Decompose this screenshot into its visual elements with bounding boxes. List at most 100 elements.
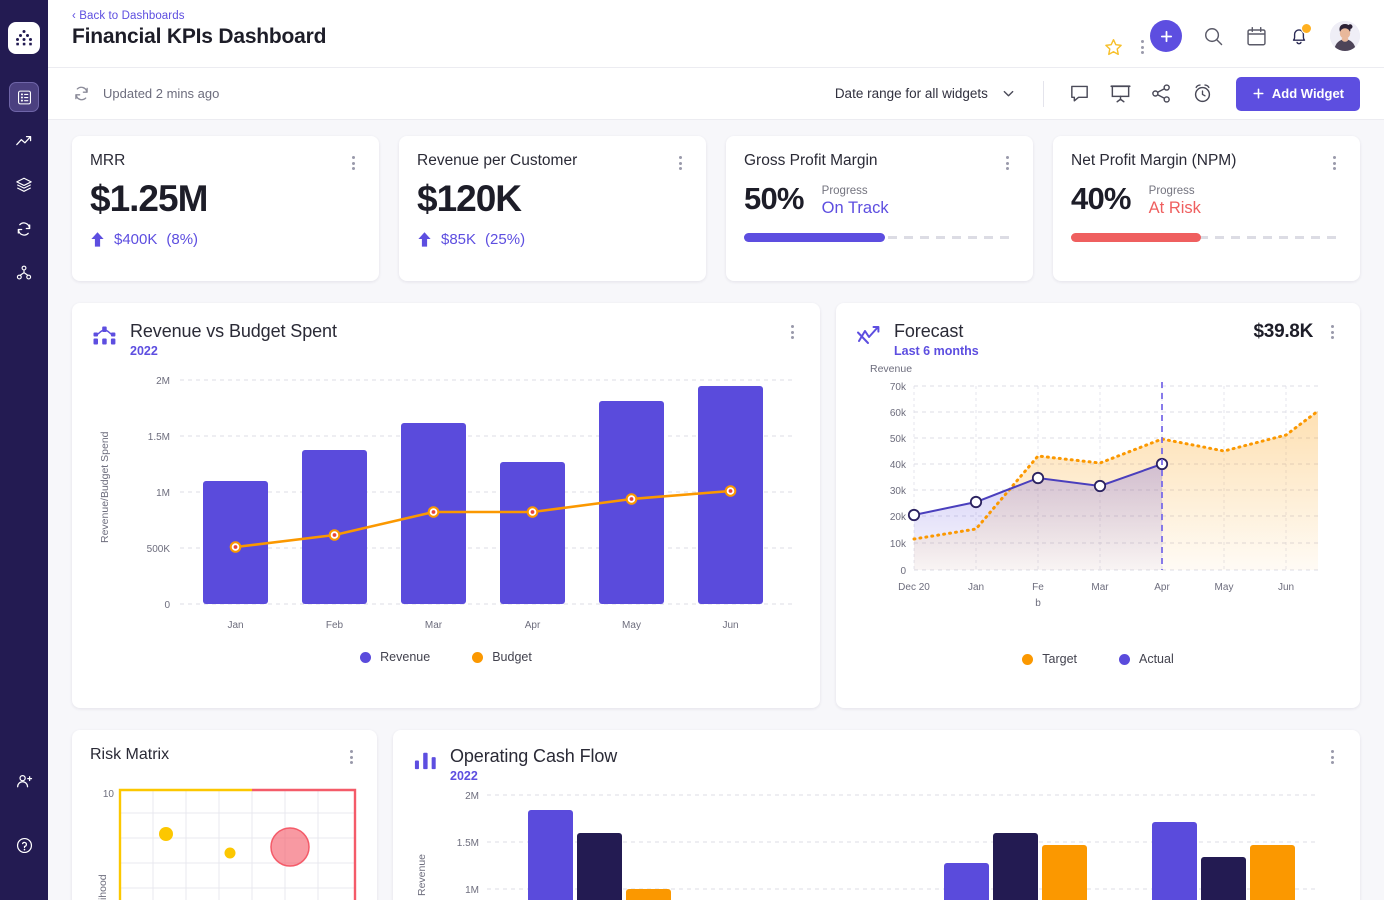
main-area: ‹ Back to Dashboards Financial KPIs Dash… (48, 0, 1384, 900)
kpi-progress-label: Progress (1148, 185, 1195, 197)
y-tick: 70k (890, 382, 907, 393)
sidebar-item-help[interactable] (9, 830, 39, 860)
legend-label: Revenue (380, 650, 431, 664)
legend-item-budget[interactable]: Budget (472, 650, 532, 664)
widget-header: Revenue vs Budget Spent 2022 (92, 321, 800, 358)
widget-more-menu[interactable] (785, 321, 800, 343)
kpi-card-gross-profit-margin[interactable]: Gross Profit Margin 50% Progress On Trac… (726, 136, 1033, 281)
legend-label: Target (1042, 652, 1077, 666)
kpi-progress-label: Progress (821, 185, 868, 197)
widget-more-menu[interactable] (1325, 746, 1340, 768)
kpi-card-mrr[interactable]: MRR $1.25M $400K (8%) (72, 136, 379, 281)
x-tick: Mar (1091, 582, 1109, 593)
forecast-amount: $39.8K (1253, 321, 1314, 342)
notifications-bell-icon[interactable] (1288, 23, 1312, 47)
risk-point (270, 827, 310, 867)
y-tick: 500K (147, 544, 171, 555)
kpi-head: MRR (90, 152, 361, 174)
dots-grid-logo[interactable] (8, 22, 40, 54)
sidebar-item-layers[interactable] (9, 170, 39, 200)
widget-title-group: Revenue vs Budget Spent 2022 (130, 321, 337, 358)
presentation-icon[interactable] (1109, 82, 1132, 105)
bar-series-c (1250, 845, 1295, 900)
bar-series-c (1042, 845, 1087, 900)
page-title: Financial KPIs Dashboard (72, 25, 327, 48)
y-tick: 1M (465, 885, 479, 896)
chevron-down-icon (1003, 90, 1014, 97)
kpi-delta-value: $85K (441, 230, 477, 248)
sidebar-item-network[interactable] (9, 258, 39, 288)
layers-icon (16, 177, 32, 192)
kpi-title: MRR (90, 152, 126, 169)
widget-more-menu[interactable] (1325, 321, 1340, 343)
calendar-icon[interactable] (1245, 25, 1268, 48)
dashboard-more-menu[interactable] (1135, 36, 1150, 58)
add-widget-button[interactable]: Add Widget (1235, 76, 1360, 111)
kpi-value: 50% (744, 181, 804, 216)
last-updated-text: Updated 2 mins ago (103, 86, 220, 101)
widget-subtitle: Last 6 months (894, 344, 979, 358)
sidebar-item-analytics[interactable] (9, 126, 39, 156)
legend-item-revenue[interactable]: Revenue (360, 650, 430, 664)
kpi-card-net-profit-margin[interactable]: Net Profit Margin (NPM) 40% Progress At … (1053, 136, 1360, 281)
x-tick: Feb (326, 620, 344, 631)
avatar[interactable] (1330, 21, 1360, 51)
forecast-widget: Forecast Last 6 months $39.8K (836, 303, 1360, 708)
legend-item-actual[interactable]: Actual (1119, 652, 1174, 666)
y-tick: 1.5M (457, 838, 479, 849)
widget-more-menu[interactable] (344, 746, 359, 768)
kpi-more-menu[interactable] (346, 152, 361, 174)
legend-label: Budget (492, 650, 532, 664)
kpi-delta-percent: (25%) (485, 230, 526, 248)
target-line (912, 409, 1320, 541)
kpi-more-menu[interactable] (1000, 152, 1015, 174)
date-range-selector[interactable]: Date range for all widgets (835, 86, 1019, 101)
share-icon[interactable] (1150, 82, 1173, 105)
back-to-dashboards-link[interactable]: ‹ Back to Dashboards (72, 10, 185, 22)
dashboard-list-icon (17, 90, 31, 104)
kpi-more-menu[interactable] (673, 152, 688, 174)
kpi-card-revenue-per-customer[interactable]: Revenue per Customer $120K $85K (25%) (399, 136, 706, 281)
x-tick: Jan (227, 620, 243, 631)
sidebar-item-sync[interactable] (9, 214, 39, 244)
x-tick: Fe (1032, 582, 1044, 593)
comment-icon[interactable] (1068, 82, 1091, 105)
legend-item-target[interactable]: Target (1022, 652, 1077, 666)
trending-up-icon (16, 136, 32, 146)
budget-markers (229, 485, 737, 553)
refresh-icon[interactable] (72, 84, 91, 103)
y-axis-label: Revenue (416, 854, 428, 896)
status-badge: On Track (821, 199, 889, 217)
sidebar-item-dashboard[interactable] (9, 82, 39, 112)
add-button[interactable] (1150, 20, 1182, 52)
star-outline-icon[interactable] (1104, 38, 1123, 57)
widget-subtitle: 2022 (130, 344, 158, 358)
search-icon[interactable] (1202, 25, 1225, 48)
forecast-chart: Revenue (870, 363, 1320, 609)
kpi-more-menu[interactable] (1327, 152, 1342, 174)
legend-color-swatch (360, 651, 372, 663)
widget-title: Risk Matrix (90, 746, 170, 763)
share-nodes-icon (16, 265, 32, 280)
x-tick: Dec 20 (898, 582, 930, 593)
kpi-title: Net Profit Margin (NPM) (1071, 152, 1237, 169)
kpi-title: Revenue per Customer (417, 152, 578, 169)
x-tick: Jun (1278, 582, 1294, 593)
legend-color-swatch (472, 651, 484, 663)
charts-row: Revenue vs Budget Spent 2022 Revenue/Bud… (72, 303, 1360, 708)
widget-title: Forecast (894, 321, 964, 341)
widget-actions: $39.8K (1254, 321, 1340, 343)
bar-group-1 (528, 810, 671, 900)
refresh-cycle-icon (17, 222, 31, 236)
arrow-up-icon (91, 232, 104, 247)
bar-chart-icon (92, 323, 118, 349)
kpi-value: 40% (1071, 181, 1131, 216)
progress-fill (744, 232, 885, 242)
x-tick: Apr (1154, 582, 1170, 593)
sidebar-item-invite-user[interactable] (9, 766, 39, 796)
kpi-delta: $400K (8%) (90, 231, 361, 248)
alarm-clock-icon[interactable] (1191, 82, 1214, 105)
sidebar-nav (9, 82, 39, 288)
sidebar-bottom-nav (9, 766, 39, 860)
